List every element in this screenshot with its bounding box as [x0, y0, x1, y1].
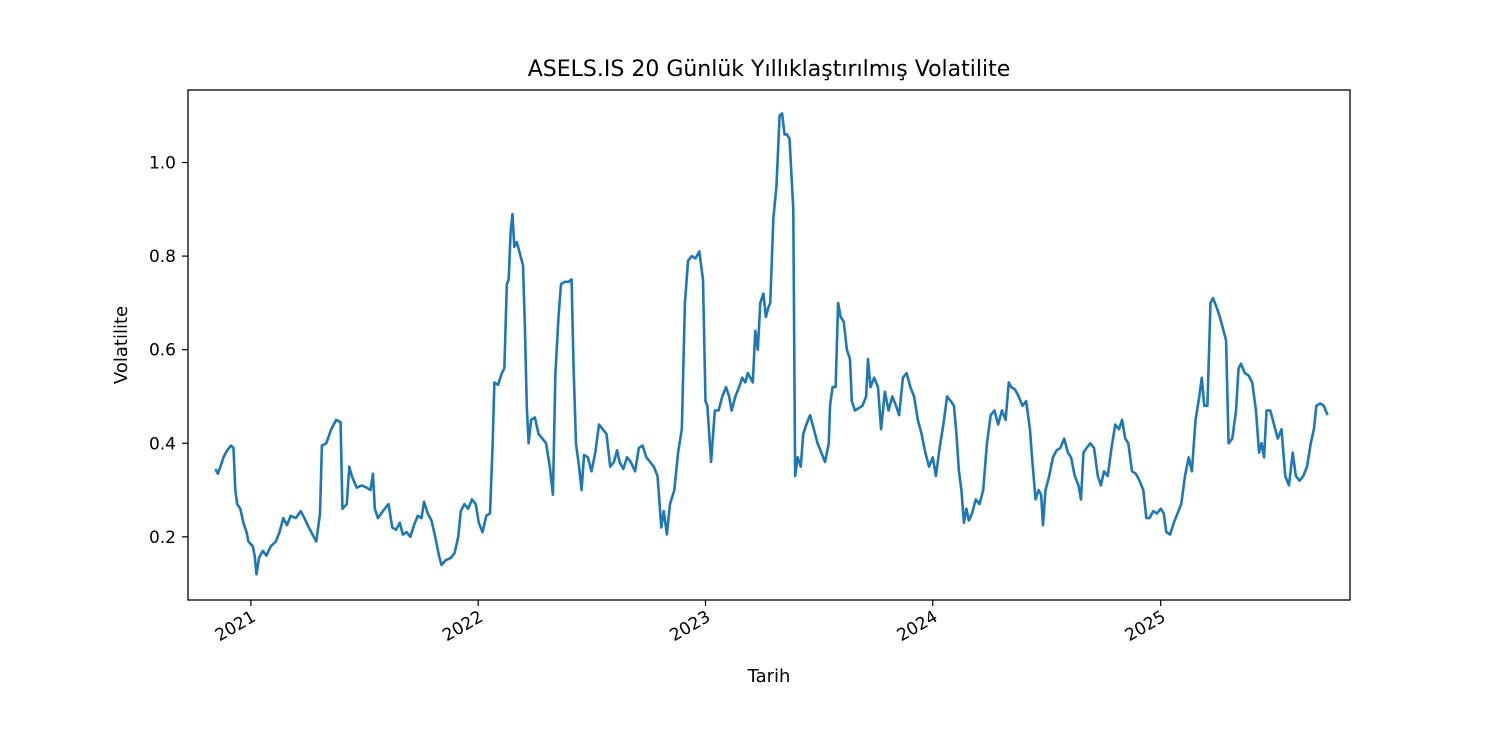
y-tick-label: 0.6	[149, 341, 176, 361]
x-tick-label: 2022	[439, 607, 486, 646]
x-tick-label: 2025	[1122, 607, 1169, 646]
x-tick-label: 2023	[667, 607, 714, 646]
volatility-series-line	[214, 112, 1329, 576]
y-axis-ticks: 0.2 0.4 0.6 0.8 1.0	[149, 154, 188, 548]
y-tick-label: 1.0	[149, 154, 176, 174]
y-tick-label: 0.4	[149, 434, 176, 454]
x-axis-ticks: 2021 2022 2023 2024 2025	[212, 600, 1169, 646]
chart-title: ASELS.IS 20 Günlük Yıllıklaştırılmış Vol…	[528, 57, 1011, 82]
plot-frame	[187, 89, 1351, 601]
y-axis-label: Volatilite	[111, 306, 132, 384]
x-tick-label: 2021	[212, 607, 259, 646]
x-axis-label: Tarih	[747, 666, 791, 687]
y-tick-label: 0.2	[149, 528, 176, 548]
plot-area	[214, 112, 1329, 576]
y-tick-label: 0.8	[149, 247, 176, 267]
x-tick-label: 2024	[894, 607, 941, 646]
